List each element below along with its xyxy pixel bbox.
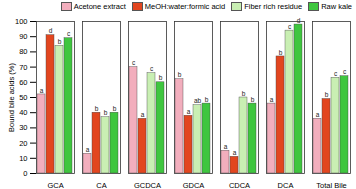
svg-text:30: 30: [19, 123, 27, 132]
svg-text:b: b: [242, 90, 246, 97]
svg-text:a: a: [40, 87, 44, 94]
svg-text:b: b: [205, 96, 209, 103]
svg-text:GCDCA: GCDCA: [134, 181, 161, 189]
svg-text:Total Bile: Total Bile: [316, 181, 346, 189]
svg-text:a: a: [233, 149, 237, 156]
svg-text:DCA: DCA: [278, 181, 294, 189]
svg-text:60: 60: [19, 78, 27, 87]
svg-text:90: 90: [19, 32, 27, 41]
svg-text:ab: ab: [194, 97, 202, 104]
svg-text:c: c: [150, 65, 154, 72]
svg-text:b: b: [104, 109, 108, 116]
svg-text:c: c: [132, 59, 136, 66]
svg-text:a: a: [187, 108, 191, 115]
svg-text:c: c: [343, 68, 347, 75]
html-text:Raw kale: Raw kale: [321, 1, 352, 11]
html-text:Fiber rich residue: Fiber rich residue: [244, 1, 303, 11]
svg-text:GCA: GCA: [47, 181, 63, 189]
svg-text:40: 40: [19, 108, 27, 117]
svg-text:d: d: [297, 17, 301, 24]
svg-text:d: d: [49, 27, 53, 34]
svg-text:b: b: [159, 74, 163, 81]
svg-text:a: a: [224, 143, 228, 150]
svg-text:b: b: [279, 49, 283, 56]
svg-text:b: b: [251, 96, 255, 103]
svg-text:a: a: [270, 96, 274, 103]
svg-text:b: b: [325, 91, 329, 98]
svg-text:CDCA: CDCA: [229, 181, 250, 189]
svg-text:a: a: [141, 111, 145, 118]
svg-text:c: c: [334, 70, 338, 77]
svg-text:a: a: [316, 111, 320, 118]
svg-text:10: 10: [19, 154, 27, 163]
svg-text:c: c: [67, 30, 71, 37]
svg-text:70: 70: [19, 63, 27, 72]
svg-text:100: 100: [15, 17, 28, 26]
svg-text:Bound bile acids (%): Bound bile acids (%): [7, 63, 16, 132]
svg-text:GDCA: GDCA: [183, 181, 205, 189]
svg-text:c: c: [288, 23, 292, 30]
html-text:MeOH:water:formic acid: MeOH:water:formic acid: [144, 1, 226, 11]
svg-text:80: 80: [19, 47, 27, 56]
svg-text:b: b: [58, 38, 62, 45]
svg-text:50: 50: [19, 93, 27, 102]
svg-text:CA: CA: [96, 181, 106, 189]
html-text:Acetone extract: Acetone extract: [73, 1, 126, 11]
svg-text:b: b: [113, 105, 117, 112]
svg-text:a: a: [86, 146, 90, 153]
svg-text:0: 0: [23, 169, 27, 178]
svg-text:20: 20: [19, 139, 27, 148]
svg-text:b: b: [95, 105, 99, 112]
svg-text:b: b: [178, 71, 182, 78]
